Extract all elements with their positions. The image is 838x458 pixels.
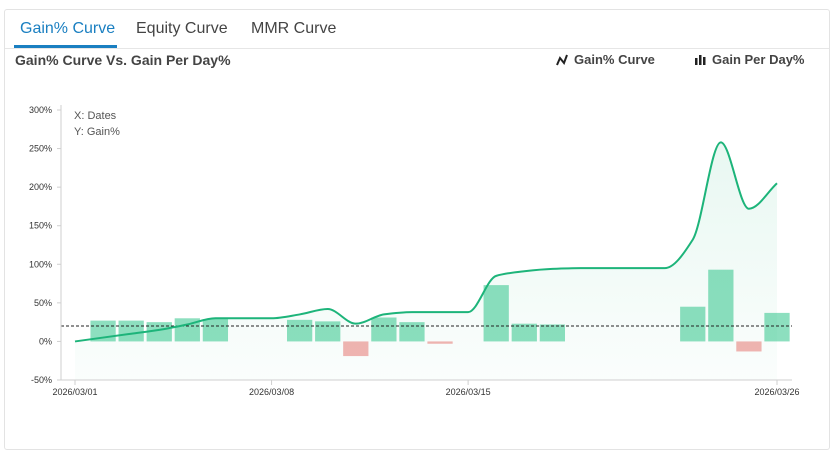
- legend-item-gain-curve[interactable]: Gain% Curve: [556, 52, 655, 67]
- y-axis-description: Y: Gain%: [74, 126, 120, 138]
- tab-equity-curve[interactable]: Equity Curve: [136, 20, 228, 37]
- y-tick-label: -50%: [31, 375, 52, 385]
- x-tick-label: 2026/03/15: [446, 387, 491, 397]
- y-tick-label: 200%: [29, 182, 52, 192]
- x-axis-description: X: Dates: [74, 110, 117, 122]
- tab-gain-curve[interactable]: Gain% Curve: [20, 20, 116, 37]
- x-tick-label: 2026/03/08: [249, 387, 294, 397]
- x-tick-label: 2026/03/26: [754, 387, 799, 397]
- x-tick-label: 2026/03/01: [52, 387, 97, 397]
- legend-label-gain-per-day: Gain Per Day%: [712, 52, 805, 67]
- tab-bar: Gain% Curve Equity Curve MMR Curve: [5, 10, 829, 49]
- bar-chart-icon: [695, 55, 706, 65]
- tab-mmr-curve[interactable]: MMR Curve: [251, 20, 337, 37]
- y-tick-label: 250%: [29, 144, 52, 154]
- gain-curve-area: [75, 142, 777, 380]
- y-tick-label: 0%: [39, 336, 52, 346]
- active-tab-indicator: [14, 45, 117, 48]
- y-tick-label: 100%: [29, 259, 52, 269]
- legend-item-gain-per-day[interactable]: Gain Per Day%: [694, 52, 805, 67]
- y-tick-label: 150%: [29, 221, 52, 231]
- line-chart-icon: [556, 54, 568, 66]
- chart-title: Gain% Curve Vs. Gain Per Day%: [15, 52, 231, 68]
- y-tick-label: 300%: [29, 105, 52, 115]
- gain-curve-line: [74, 141, 778, 343]
- legend-label-gain-curve: Gain% Curve: [574, 52, 655, 67]
- y-tick-label: 50%: [34, 298, 52, 308]
